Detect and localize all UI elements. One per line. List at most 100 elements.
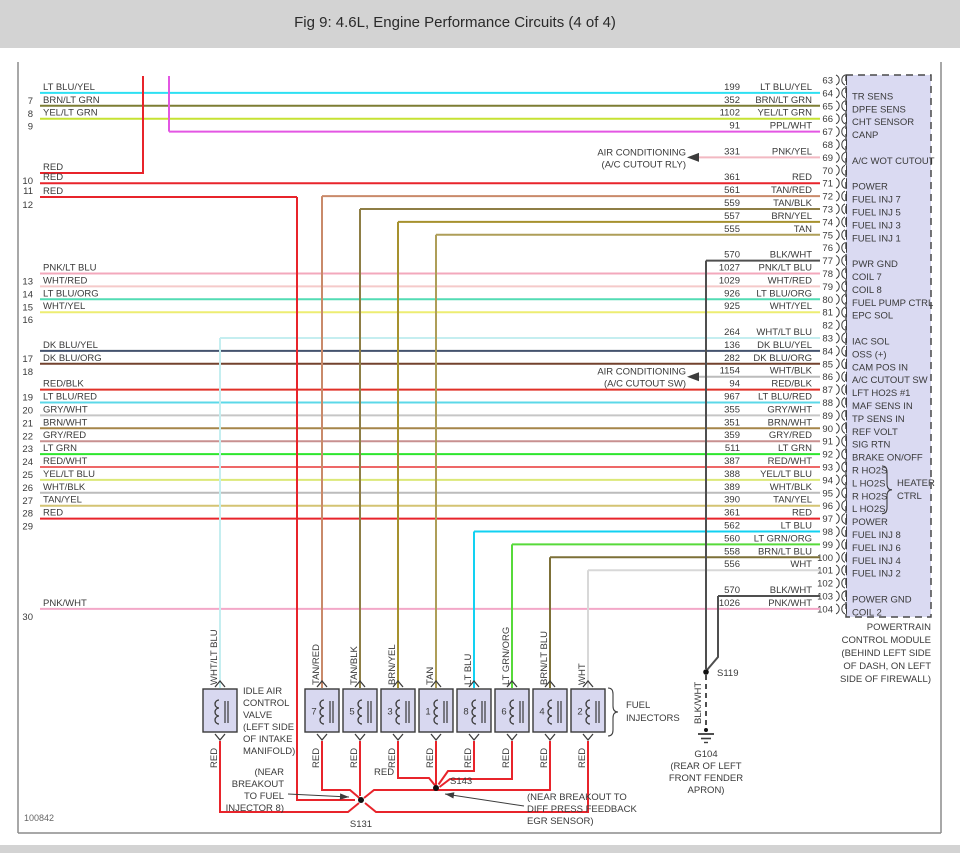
circuit-number: 389 bbox=[724, 482, 740, 493]
circuit-number: 556 bbox=[724, 559, 740, 570]
pin-connector-icon bbox=[841, 306, 846, 318]
pin-number: 64 bbox=[822, 88, 833, 99]
breakout-annotation: (NEAR bbox=[254, 767, 284, 778]
pin-connector-icon bbox=[835, 100, 840, 112]
pin-function-label: OSS (+) bbox=[852, 349, 887, 360]
pin-function-label: BRAKE ON/OFF bbox=[852, 453, 923, 464]
pin-connector-icon bbox=[841, 345, 846, 357]
pin-number: 87 bbox=[822, 385, 833, 396]
pin-connector-icon bbox=[841, 422, 846, 434]
coil-icon bbox=[357, 699, 363, 725]
vertical-wire-label: WHT/LT BLU bbox=[209, 629, 220, 685]
wire-color-code: LT BLU/RED bbox=[758, 392, 812, 403]
wire-color-code: WHT/YEL bbox=[770, 301, 812, 312]
connector-chevron-icon bbox=[430, 679, 442, 688]
pin-connector-icon bbox=[835, 139, 840, 150]
pin-connector-icon bbox=[835, 487, 840, 499]
wire-color-code: TAN/BLK bbox=[773, 198, 813, 209]
pin-number: 85 bbox=[822, 359, 833, 370]
vertical-wire-label: TAN/RED bbox=[311, 644, 322, 685]
pin-connector-icon bbox=[841, 164, 846, 176]
pin-connector-icon bbox=[841, 538, 846, 550]
breakout-annotation: (NEAR BREAKOUT TO bbox=[527, 792, 627, 803]
pin-number: 100 bbox=[817, 553, 833, 564]
pin-number: 104 bbox=[817, 604, 833, 615]
coil-icon bbox=[471, 699, 477, 725]
pin-connector-icon bbox=[841, 100, 846, 112]
vertical-wire-label: RED bbox=[463, 748, 474, 768]
pin-function-label: A/C CUTOUT SW bbox=[852, 375, 928, 386]
ground-caption: G104 bbox=[694, 749, 717, 760]
pin-connector-icon bbox=[835, 590, 840, 602]
coil-icon bbox=[547, 699, 553, 725]
connector-chevron-icon bbox=[392, 733, 404, 742]
page-title: Fig 9: 4.6L, Engine Performance Circuits… bbox=[294, 14, 616, 31]
pin-connector-icon bbox=[841, 242, 846, 254]
fuel-injectors-brace bbox=[607, 687, 619, 737]
vertical-wire-label: LT GRN/ORG bbox=[501, 627, 512, 685]
heater-ctrl-brace bbox=[881, 465, 893, 515]
wire-color-code: WHT/BLK bbox=[770, 366, 813, 377]
pin-connector-icon bbox=[841, 293, 846, 305]
breakout-annotation: EGR SENSOR) bbox=[527, 816, 594, 827]
pin-number: 77 bbox=[822, 256, 833, 267]
pin-connector-icon bbox=[835, 345, 840, 357]
wire-color-code: TAN/YEL bbox=[773, 495, 812, 506]
pin-connector-icon bbox=[835, 358, 840, 370]
splice-label-s119: S119 bbox=[717, 668, 738, 679]
wire-color-code: RED bbox=[43, 508, 63, 519]
arrow-left-icon bbox=[687, 372, 699, 382]
row-number: 12 bbox=[22, 200, 33, 211]
pin-connector-icon bbox=[841, 409, 846, 421]
circuit-number: 91 bbox=[729, 121, 740, 132]
injector-number: 7 bbox=[311, 707, 316, 718]
injector-number: 1 bbox=[425, 707, 430, 718]
pin-number: 99 bbox=[822, 540, 833, 551]
row-number: 29 bbox=[22, 522, 33, 533]
circuit-number: 511 bbox=[725, 443, 740, 454]
pin-connector-icon bbox=[835, 474, 840, 486]
pin-function-label: CAM POS IN bbox=[852, 362, 908, 373]
connector-chevron-icon bbox=[468, 733, 480, 742]
pin-number: 63 bbox=[822, 76, 833, 87]
heater-ctrl-label: HEATER bbox=[897, 478, 935, 489]
pin-function-label: FUEL INJ 4 bbox=[852, 556, 901, 567]
circuit-number: 1154 bbox=[720, 366, 740, 377]
wire-color-code: BRN/LT GRN bbox=[43, 95, 100, 106]
pin-connector-icon bbox=[841, 126, 846, 138]
fuel-injectors-label: INJECTORS bbox=[626, 713, 680, 724]
red-bus bbox=[397, 741, 437, 787]
injector-number: 3 bbox=[387, 707, 392, 718]
row-number: 8 bbox=[28, 109, 33, 120]
vertical-wire-label: RED bbox=[425, 748, 436, 768]
pin-connector-icon bbox=[835, 577, 840, 589]
pin-connector-icon bbox=[835, 87, 840, 99]
row-number: 27 bbox=[22, 496, 33, 507]
iac-caption: IDLE AIR bbox=[243, 686, 282, 697]
iac-caption: MANIFOLD) bbox=[243, 746, 295, 757]
pin-function-label: COIL 8 bbox=[852, 285, 882, 296]
pin-number: 96 bbox=[822, 501, 833, 512]
ac-annotation: AIR CONDITIONING bbox=[597, 147, 686, 158]
wire-color-code: BLK/WHT bbox=[770, 250, 812, 261]
wire-color-code: RED/WHT bbox=[43, 456, 88, 467]
connector-chevron-icon bbox=[316, 679, 328, 688]
vertical-wire-label: RED bbox=[349, 748, 360, 768]
wire-color-code: PNK/WHT bbox=[768, 598, 812, 609]
injector-box bbox=[456, 688, 492, 733]
annotation-arrowhead-icon bbox=[339, 793, 349, 800]
breakout-annotation: DIFF PRESS FEEDBACK bbox=[527, 804, 637, 815]
pin-connector-icon bbox=[835, 203, 840, 215]
arrow-left-icon bbox=[687, 152, 699, 162]
injector-number: 6 bbox=[501, 707, 506, 718]
pin-number: 80 bbox=[822, 295, 833, 306]
connector-chevron-icon bbox=[354, 733, 366, 742]
wire-color-code: LT GRN bbox=[778, 443, 812, 454]
annotation-arrow bbox=[444, 793, 525, 807]
row-number: 22 bbox=[22, 431, 33, 442]
circuit-number: 352 bbox=[724, 95, 740, 106]
pin-connector-icon bbox=[841, 577, 846, 589]
pin-function-label: TR SENS bbox=[852, 91, 893, 102]
injector-number: 4 bbox=[539, 707, 544, 718]
row-number: 17 bbox=[22, 354, 33, 365]
